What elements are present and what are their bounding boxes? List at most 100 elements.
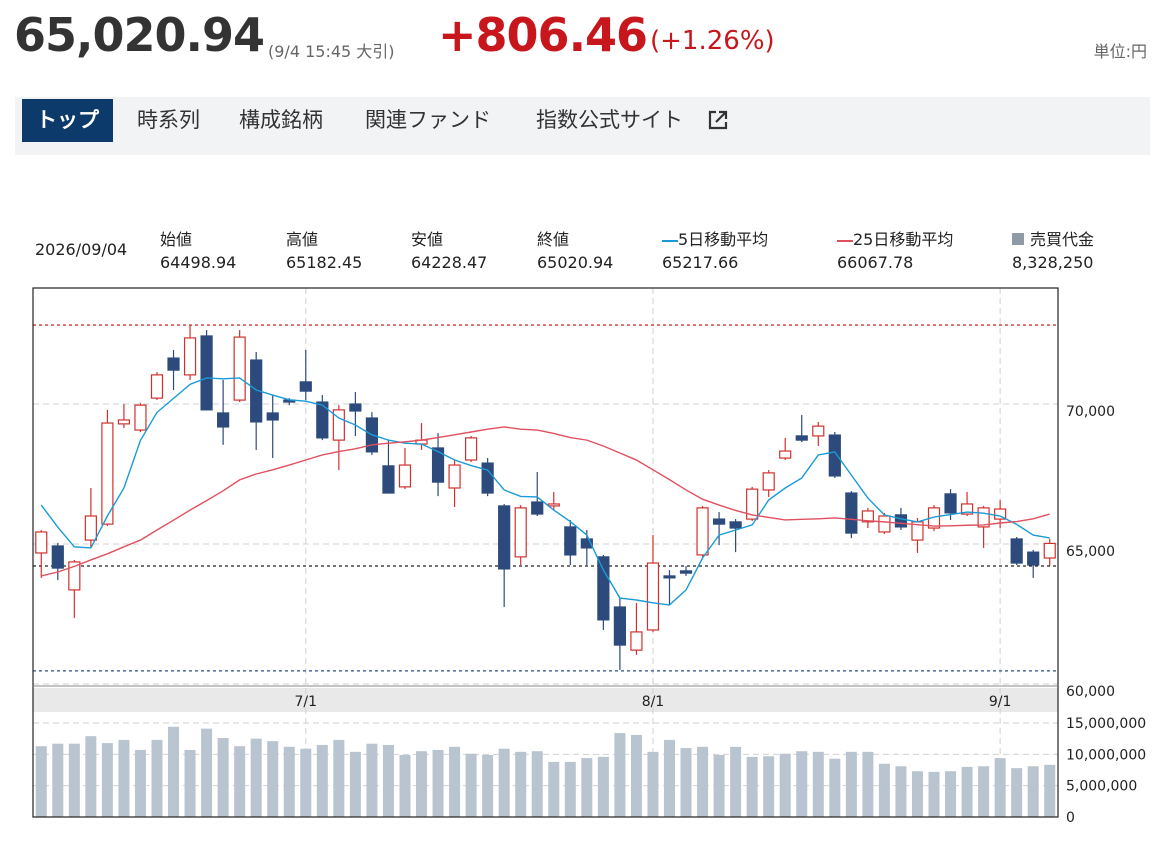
candle-body <box>382 465 395 494</box>
volume-bar <box>35 746 47 817</box>
tab[interactable]: 指数公式サイト <box>536 108 683 132</box>
volume-bar <box>101 743 113 817</box>
volume-bar <box>300 748 312 817</box>
volume-bar <box>416 751 428 817</box>
volume-bar <box>234 746 246 817</box>
volume-bar <box>928 771 940 817</box>
legend-swatch <box>1012 233 1024 245</box>
volume-bar <box>730 746 742 817</box>
candle-body <box>1027 551 1040 566</box>
candle-body <box>531 501 544 515</box>
y-tick-label: 60,000 <box>1066 684 1115 700</box>
y2-tick-label: 15,000,000 <box>1066 716 1146 732</box>
volume-bar <box>498 748 510 817</box>
y2-tick-label: 0 <box>1066 810 1075 826</box>
volume-bar <box>465 753 477 817</box>
price-time: (9/4 15:45 大引) <box>268 42 395 61</box>
candle-body <box>217 412 230 428</box>
summary-label: 終値 <box>537 230 570 249</box>
volume-bar <box>812 751 824 817</box>
volume-bar <box>68 743 80 817</box>
tab[interactable]: 関連ファンド <box>365 108 491 132</box>
volume-bar <box>333 739 345 817</box>
tab[interactable]: 構成銘柄 <box>239 108 323 132</box>
volume-bar <box>911 771 923 817</box>
ma-line <box>40 377 1050 606</box>
candle-body <box>927 507 941 529</box>
volume-bar <box>713 754 725 817</box>
candle-body <box>547 503 560 507</box>
legend-label: 売買代金 <box>1030 230 1095 249</box>
candle-body <box>266 412 279 421</box>
volume-bar <box>895 766 907 817</box>
candle-body <box>316 401 329 439</box>
candle-body <box>679 570 693 574</box>
summary-value: 66067.78 <box>837 253 914 272</box>
summary-label: 安値 <box>411 230 444 249</box>
volume-bar <box>845 751 857 817</box>
volume-bar <box>151 739 163 817</box>
volume-bar <box>697 746 709 817</box>
summary-label: 始値 <box>160 230 193 249</box>
volume-bar <box>201 728 213 817</box>
tab-bar: トップ 時系列 構成銘柄 関連ファンド 指数公式サイト <box>15 97 1150 155</box>
volume-bar <box>217 738 229 817</box>
volume-bar <box>366 743 378 817</box>
candle-body <box>200 335 213 411</box>
candle-body <box>828 434 841 477</box>
x-tick-label: 8/1 <box>642 694 665 710</box>
summary-value: 65020.94 <box>537 253 614 272</box>
y-tick-label: 70,000 <box>1066 404 1115 420</box>
volume-bar <box>647 751 659 817</box>
legend-swatch <box>837 239 853 242</box>
external-link-icon[interactable] <box>707 109 729 131</box>
index-price: 65,020.94 <box>14 8 265 62</box>
x-tick-label: 7/1 <box>295 694 318 710</box>
candle-body <box>960 503 974 515</box>
volume-bar <box>1011 768 1023 817</box>
volume-bar <box>85 736 97 817</box>
candle-body <box>977 507 990 528</box>
summary-value: 65217.66 <box>662 253 739 272</box>
candle-body <box>696 507 709 556</box>
tab[interactable]: トップ <box>22 99 113 142</box>
candle-body <box>812 425 825 437</box>
candle-body <box>183 337 197 376</box>
date-strip <box>33 688 1058 712</box>
legend-item: 25日移動平均 <box>837 226 953 250</box>
volume-bar <box>796 751 808 817</box>
candle-body <box>795 435 808 441</box>
volume-bar <box>134 749 146 817</box>
candle-body <box>878 515 891 533</box>
candle-body <box>150 374 164 399</box>
volume-bar <box>680 748 692 817</box>
volume-bar <box>746 756 758 817</box>
candle-body <box>167 357 180 371</box>
candle-body <box>68 561 81 591</box>
volume-bar <box>614 733 626 817</box>
volume-bar <box>250 738 262 817</box>
volume-bar <box>349 751 361 817</box>
volume-bar <box>581 758 593 817</box>
volume-bar <box>283 746 295 817</box>
volume-bar <box>1044 764 1056 817</box>
candle-body <box>762 472 775 491</box>
plot-frame <box>32 287 1059 818</box>
candle-body <box>580 538 593 549</box>
candle-body <box>398 464 412 488</box>
legend-item: 5日移動平均 <box>662 226 768 250</box>
volume-bar <box>978 766 990 817</box>
volume-bar <box>630 734 642 817</box>
tab[interactable]: 時系列 <box>137 108 200 132</box>
volume-bar <box>564 761 576 817</box>
volume-bar <box>531 751 543 817</box>
summary-date: 2026/09/04 <box>35 240 128 259</box>
candle-body <box>51 545 64 569</box>
price-change-pct: (+1.26%) <box>650 26 775 56</box>
volume-bar <box>399 754 411 817</box>
candle-body <box>746 488 759 520</box>
volume-bar <box>663 739 675 817</box>
candle-body <box>1043 542 1056 559</box>
candle-body <box>101 422 114 525</box>
